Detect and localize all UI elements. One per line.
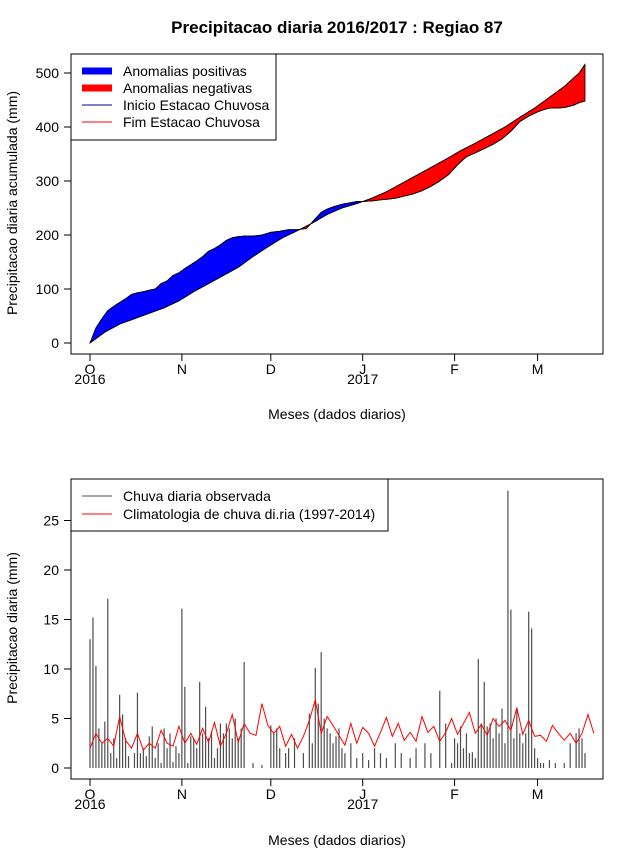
bottom-y-axis-label: Precipitacao diaria (mm) [4,552,20,704]
top-x-axis-label: Meses (dados diarios) [268,406,406,422]
bottom-x-axis-label: Meses (dados diarios) [268,832,406,848]
y-tick-label: 10 [43,661,59,677]
y-tick-label: 300 [36,173,60,189]
y-tick-label: 0 [51,335,59,351]
x-tick-label: O [85,361,96,377]
climatology-cumulative-line [89,64,586,344]
bottom-legend: Chuva diaria observada Climatologia de c… [70,478,389,532]
x-tick-label: J [359,361,366,377]
negative-anomaly-band [363,63,586,202]
y-tick-label: 5 [51,711,59,727]
x-tick-year-label: 2016 [74,796,105,812]
top-legend-box [70,53,277,141]
x-tick-label: M [532,786,544,802]
bottom-climatology-line [89,699,595,752]
x-tick-label: F [450,361,459,377]
bottom-legend-box [70,478,389,532]
y-tick-label: 15 [43,612,59,628]
x-tick-year-label: 2017 [347,371,378,387]
chart-title: Precipitacao diaria 2016/2017 : Regiao 8… [171,18,503,37]
x-tick-label: D [266,361,276,377]
top-legend: Anomalias positivas Anomalias negativas … [70,53,277,141]
top-y-axis-label: Precipitacao diaria acumulada (mm) [4,91,20,315]
legend-label-season-start: Inicio Estacao Chuvosa [123,97,270,113]
x-tick-label: D [266,786,276,802]
y-tick-label: 25 [43,513,59,529]
top-plot-frame [70,53,604,355]
y-tick-label: 100 [36,281,60,297]
legend-label-negative: Anomalias negativas [123,80,252,96]
y-tick-label: 400 [36,119,60,135]
x-tick-label: N [177,361,187,377]
legend-label-observed: Chuva diaria observada [123,488,271,504]
x-tick-year-label: 2017 [347,796,378,812]
observed-cumulative-line [89,100,586,344]
bottom-daily-bars [89,490,586,768]
y-tick-label: 20 [43,562,59,578]
legend-label-season-end: Fim Estacao Chuvosa [123,114,260,130]
y-tick-label: 0 [51,760,59,776]
y-tick-label: 500 [36,65,60,81]
x-tick-label: N [177,786,187,802]
y-tick-label: 200 [36,227,60,243]
x-tick-label: F [450,786,459,802]
x-tick-label: O [85,786,96,802]
x-tick-year-label: 2016 [74,371,105,387]
top-anomaly-bands [89,63,586,345]
x-tick-label: M [532,361,544,377]
legend-label-climatology: Climatologia de chuva di.ria (1997-2014) [123,506,375,522]
top-y-axis: 0 100 200 300 400 500 [36,65,71,351]
bottom-y-axis: 0 5 10 15 20 25 [43,513,71,776]
positive-anomaly-band [310,200,365,225]
x-tick-label: J [359,786,366,802]
legend-label-positive: Anomalias positivas [123,63,247,79]
